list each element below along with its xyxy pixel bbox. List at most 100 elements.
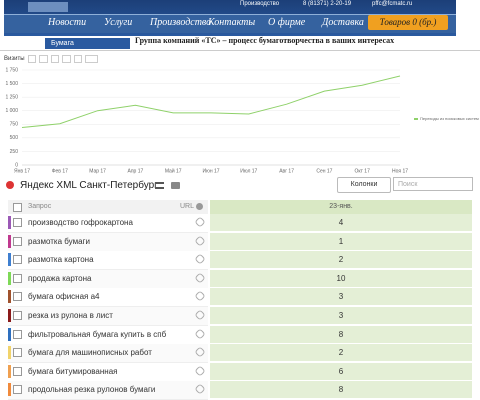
y-tick-label: 1 500 [5, 81, 18, 87]
query-cell [8, 325, 208, 345]
tool-button[interactable] [62, 55, 71, 63]
query-text[interactable]: фильтровальная бумага купить в спб [28, 329, 167, 339]
y-tick-label: 250 [10, 149, 19, 155]
x-tick-label: Сен 17 [316, 168, 332, 174]
x-tick-label: Мар 17 [89, 168, 106, 174]
tool-button[interactable] [39, 55, 48, 63]
checkbox[interactable] [13, 348, 22, 358]
x-tick-label: Ноя 17 [392, 168, 408, 174]
query-text[interactable]: резка из рулона в лист [28, 311, 113, 320]
position-value: 3 [338, 292, 344, 302]
query-cell [8, 269, 208, 289]
value-cell [210, 307, 472, 325]
top-link[interactable]: Производство [240, 1, 280, 7]
checkbox[interactable] [13, 292, 22, 302]
value-cell [210, 362, 472, 381]
row-color [8, 346, 11, 360]
column-header[interactable]: 23-янв. [329, 203, 353, 210]
query-text[interactable]: бумага офисная а4 [28, 292, 100, 302]
nav-item[interactable]: Контакты [208, 17, 256, 28]
x-tick-label: Июн 17 [202, 168, 219, 174]
checkbox[interactable] [13, 218, 22, 227]
folder-icon[interactable] [171, 182, 180, 189]
y-tick-label: 500 [10, 135, 19, 141]
y-tick-label: 1 250 [5, 94, 18, 100]
table-row[interactable]: размотка картона 2 [8, 251, 472, 271]
nav-item[interactable]: Доставка [322, 17, 364, 28]
section-tab[interactable]: Бумага [45, 38, 130, 49]
query-cell [8, 232, 208, 252]
query-text[interactable]: производство гофрокартона [28, 218, 133, 227]
query-text[interactable]: продажа картона [28, 273, 92, 283]
table-row[interactable]: резка из рулона в лист 3 [8, 307, 472, 326]
search-input[interactable]: Поиск [393, 177, 473, 191]
table-row[interactable]: бумага офисная а4 3 [8, 288, 472, 308]
position-value: 8 [338, 385, 344, 395]
value-cell [210, 269, 472, 288]
position-value: 3 [338, 311, 344, 320]
column-header[interactable]: URL [180, 203, 195, 210]
table-row[interactable]: производство гофрокартона 4 [8, 214, 472, 233]
nav-item[interactable]: Новости [48, 17, 87, 28]
tool-button[interactable] [84, 55, 99, 63]
position-value: 4 [338, 218, 344, 227]
position-value: 2 [338, 255, 344, 265]
row-color [8, 271, 11, 285]
nav-item[interactable]: Услуги [104, 17, 133, 28]
checkbox[interactable] [13, 329, 22, 339]
checkbox[interactable] [13, 311, 22, 320]
yandex-icon [6, 181, 14, 189]
series-line [21, 75, 401, 129]
top-link[interactable]: pffc@fcmatc.ru [372, 1, 413, 7]
checkbox[interactable] [13, 385, 22, 395]
query-cell [8, 344, 208, 364]
table-row[interactable]: бумага битумированная 6 [8, 362, 472, 382]
table-row[interactable]: продажа картона 10 [8, 269, 472, 289]
columns-button[interactable]: Колонки [337, 177, 391, 193]
slogan: Группа компаний «ТС» – процесс бумаготво… [135, 36, 395, 45]
y-tick-label: 1 750 [5, 67, 18, 73]
position-value: 10 [336, 273, 346, 283]
cart-button[interactable]: Товаров 0 (бр.) [368, 15, 448, 30]
checkbox[interactable] [13, 366, 22, 376]
table-row[interactable]: размотка бумаги 1 [8, 232, 472, 252]
x-tick-label: Янв 17 [14, 168, 30, 174]
query-text[interactable]: размотка бумаги [28, 236, 90, 246]
top-link[interactable]: 8 (81371) 2-20-19 [303, 1, 352, 7]
chart-tab[interactable]: Визиты [4, 56, 25, 62]
query-text[interactable]: размотка картона [28, 255, 94, 265]
panel-title: Яндекс XML Санкт-Петербург [20, 180, 158, 191]
tool-button[interactable] [73, 55, 82, 63]
list-icon[interactable] [155, 182, 164, 189]
info-icon[interactable] [196, 203, 203, 210]
y-tick-label: 750 [10, 122, 19, 128]
column-header[interactable]: Запрос [28, 203, 52, 210]
value-cell [210, 344, 472, 363]
legend-label: Переходы из поисковых систем [420, 116, 479, 121]
tool-button[interactable] [50, 55, 60, 63]
nav-item[interactable]: О фирме [268, 17, 306, 28]
query-cell [8, 214, 208, 233]
query-text[interactable]: продольная резка рулонов бумаги [28, 385, 156, 395]
table-row[interactable]: продольная резка рулонов бумаги 8 [8, 381, 472, 400]
checkbox[interactable] [13, 255, 22, 265]
logo [28, 2, 68, 12]
value-cell [210, 325, 472, 344]
value-cell [210, 232, 472, 251]
checkbox[interactable] [13, 273, 22, 283]
tool-button[interactable] [28, 55, 37, 63]
query-text[interactable]: бумага для машинописных работ [28, 348, 152, 358]
checkbox[interactable] [13, 236, 22, 246]
y-tick-label: 1 000 [5, 108, 18, 114]
position-value: 8 [338, 329, 344, 339]
chart-toolbar [28, 55, 99, 63]
table-row[interactable]: фильтровальная бумага купить в спб 8 [8, 325, 472, 345]
x-tick-label: Май 17 [165, 167, 182, 174]
query-text[interactable]: бумага битумированная [28, 366, 118, 376]
nav-item[interactable]: Производство [150, 17, 212, 28]
checkbox[interactable] [13, 203, 22, 212]
x-tick-label: Фев 17 [52, 168, 68, 174]
table-row[interactable]: бумага для машинописных работ 2 [8, 344, 472, 364]
divider [0, 50, 480, 51]
